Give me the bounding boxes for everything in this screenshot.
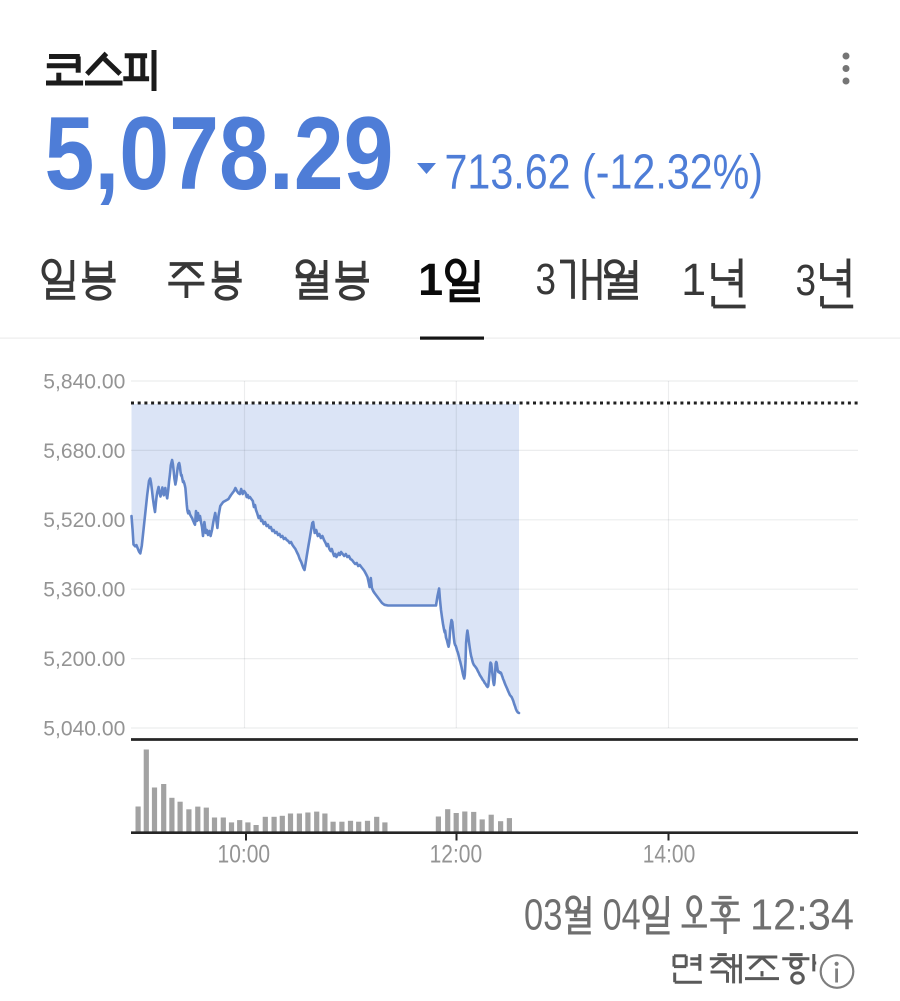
svg-text:12:34: 12:34 [750,891,854,939]
svg-text:5,840.00: 5,840.00 [43,369,125,393]
svg-text:713.62 (-12.32%): 713.62 (-12.32%) [445,145,764,200]
svg-text:04: 04 [603,891,641,939]
svg-text:14:00: 14:00 [643,841,696,869]
svg-text:5,360.00: 5,360.00 [43,578,125,602]
svg-text:5,680.00: 5,680.00 [43,439,125,463]
svg-text:3: 3 [796,256,817,305]
svg-text:5,040.00: 5,040.00 [43,716,125,740]
svg-text:5,520.00: 5,520.00 [43,508,125,532]
svg-text:03: 03 [524,891,563,939]
svg-text:3: 3 [536,255,557,304]
svg-text:1: 1 [418,254,443,305]
svg-text:5,078.29: 5,078.29 [45,96,394,212]
svg-text:10:00: 10:00 [218,841,271,869]
svg-text:12:00: 12:00 [430,841,483,869]
svg-text:5,200.00: 5,200.00 [43,647,125,671]
svg-text:1: 1 [681,254,706,305]
